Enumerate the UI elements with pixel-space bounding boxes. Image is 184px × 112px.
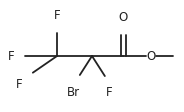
Text: F: F: [106, 86, 113, 99]
Text: F: F: [8, 50, 14, 62]
Text: F: F: [16, 78, 23, 91]
Text: O: O: [119, 11, 128, 24]
Text: Br: Br: [67, 86, 80, 99]
Text: O: O: [146, 50, 155, 62]
Text: F: F: [54, 9, 60, 22]
